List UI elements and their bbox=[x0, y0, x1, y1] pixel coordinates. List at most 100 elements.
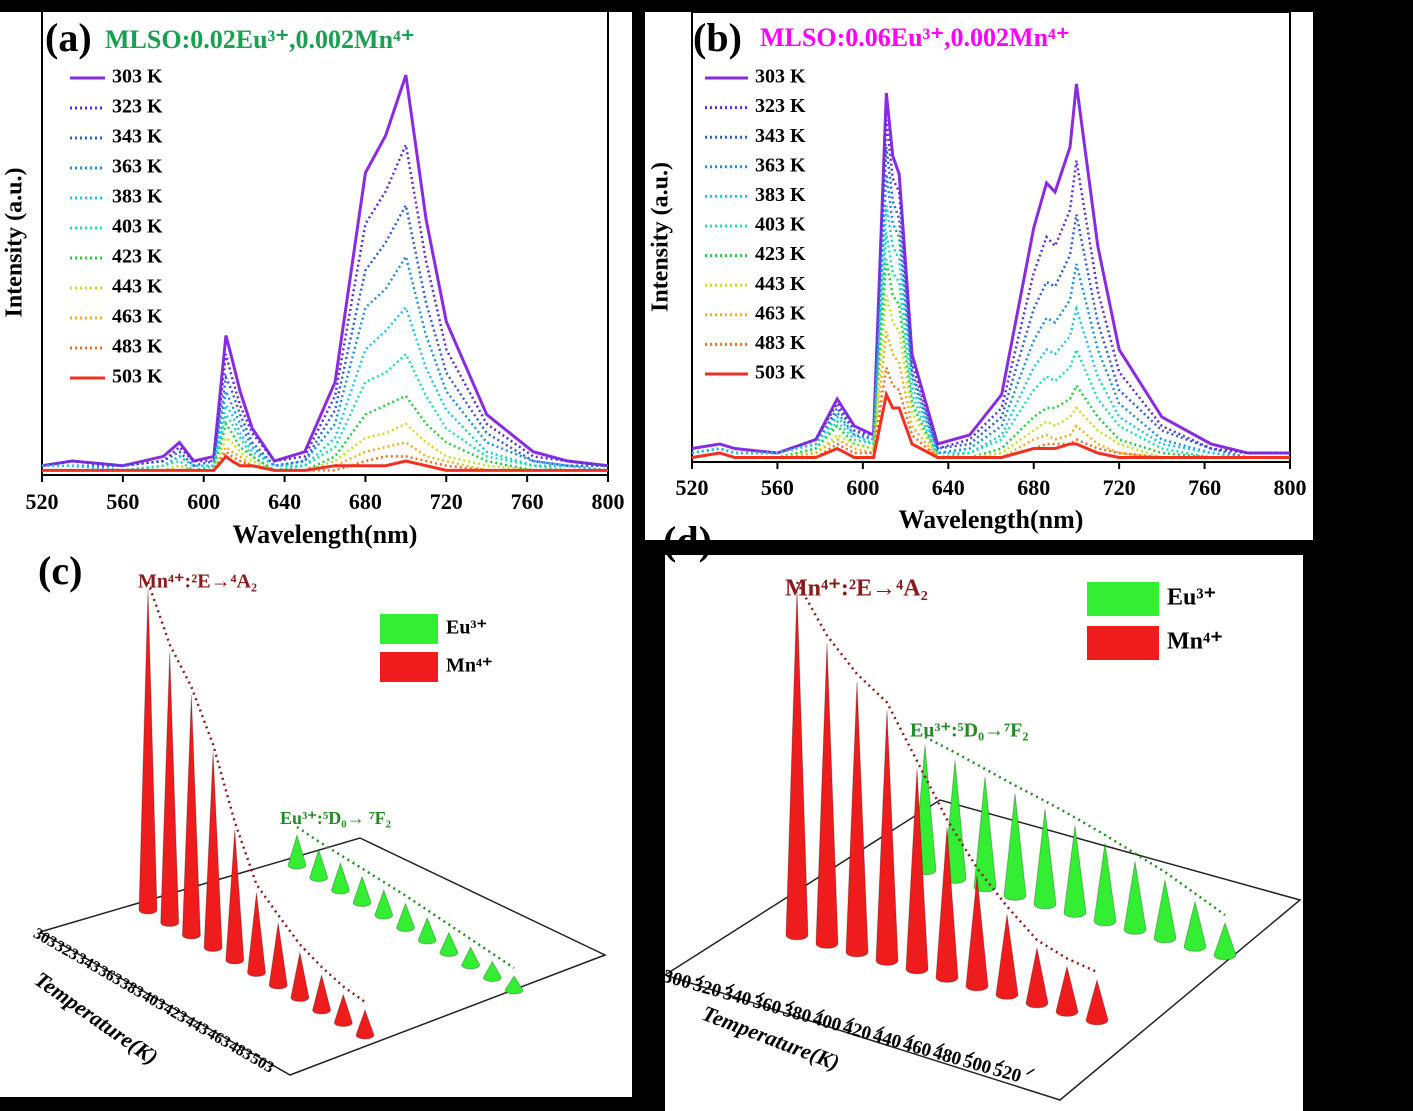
legend-label: 383 K bbox=[755, 184, 806, 206]
x-tick-label: 520 bbox=[26, 489, 59, 514]
legend-label: 383 K bbox=[112, 186, 163, 208]
x-tick-label: 680 bbox=[349, 489, 382, 514]
panel-label: (a) bbox=[45, 15, 92, 60]
cone bbox=[1085, 978, 1109, 1026]
cone bbox=[352, 874, 372, 908]
x-axis-label: Wavelength(nm) bbox=[899, 505, 1084, 534]
legend-label: 443 K bbox=[755, 273, 806, 295]
cone bbox=[1123, 861, 1147, 935]
panel-a-bg bbox=[0, 12, 632, 555]
spectrum-line bbox=[42, 305, 609, 472]
trend-dots bbox=[795, 581, 1098, 974]
panel-label: (c) bbox=[38, 548, 82, 593]
cone bbox=[1003, 793, 1027, 901]
legend-swatch bbox=[1087, 626, 1159, 660]
panel-b-bg bbox=[645, 12, 1313, 540]
x-tick bbox=[966, 1051, 975, 1058]
legend-label: 403 K bbox=[112, 216, 163, 238]
cone bbox=[1033, 808, 1057, 910]
legend-label: Eu³⁺ bbox=[1167, 585, 1216, 611]
y-axis-label: Intensity (a.u.) bbox=[2, 167, 28, 317]
cone bbox=[355, 1008, 375, 1040]
plot-frame bbox=[691, 11, 1291, 463]
cone bbox=[1183, 901, 1207, 952]
x-tick-label: 640 bbox=[932, 475, 965, 500]
cone bbox=[482, 960, 502, 983]
panel-label: (d) bbox=[663, 518, 712, 563]
legend-label: 423 K bbox=[755, 243, 806, 265]
x-tick-label: 600 bbox=[846, 475, 879, 500]
legend-label: 323 K bbox=[755, 95, 806, 117]
spectrum-line bbox=[691, 367, 1290, 459]
cone bbox=[905, 768, 929, 975]
cone bbox=[815, 643, 839, 949]
legend-label: 463 K bbox=[755, 302, 806, 324]
trend-dots bbox=[296, 825, 515, 970]
cone bbox=[160, 652, 180, 928]
cone bbox=[225, 829, 245, 965]
x-tick bbox=[876, 1026, 885, 1033]
x-tick-label: 760 bbox=[1188, 475, 1221, 500]
cone bbox=[965, 875, 989, 992]
spectrum-line bbox=[691, 83, 1290, 455]
spectrum-line bbox=[41, 140, 609, 467]
x-tick-label: 800 bbox=[1274, 475, 1307, 500]
legend-label: 343 K bbox=[755, 125, 806, 147]
spectrum-line bbox=[691, 205, 1290, 459]
spectrum-line bbox=[42, 454, 608, 472]
cone bbox=[333, 992, 353, 1028]
x-tick-label: 680 bbox=[1017, 475, 1050, 500]
legend-label: 323 K bbox=[112, 96, 163, 118]
cone bbox=[973, 776, 997, 893]
x-tick-label: 600 bbox=[187, 489, 220, 514]
cone bbox=[1055, 966, 1079, 1017]
annotation: Eu³⁺:⁵D₀→ ⁷F₂ bbox=[280, 808, 391, 828]
legend-label: 303 K bbox=[755, 66, 806, 88]
cone bbox=[309, 847, 329, 883]
legend-label: 443 K bbox=[112, 276, 163, 298]
cone bbox=[395, 902, 416, 933]
legend-label: 503 K bbox=[755, 362, 806, 384]
cone bbox=[504, 975, 524, 995]
cone bbox=[785, 589, 809, 941]
cone bbox=[268, 922, 288, 990]
legend-label: Mn⁴⁺ bbox=[446, 655, 493, 677]
cone bbox=[875, 710, 899, 966]
x-tick-label: 640 bbox=[268, 489, 301, 514]
cone bbox=[461, 945, 481, 970]
annotation: Mn⁴⁺:²E→⁴A₂ bbox=[785, 576, 928, 602]
annotation: Mn⁴⁺:²E→⁴A₂ bbox=[138, 571, 257, 593]
x-tick bbox=[786, 1000, 795, 1007]
cone bbox=[995, 914, 1019, 1000]
cone bbox=[1025, 947, 1049, 1009]
cone bbox=[330, 861, 350, 895]
legend-label: 303 K bbox=[112, 66, 163, 88]
cone bbox=[287, 833, 307, 870]
cone bbox=[290, 952, 310, 1003]
x-tick bbox=[1026, 1068, 1035, 1075]
x-tick-label: 520 bbox=[676, 475, 709, 500]
legend-swatch bbox=[380, 614, 438, 644]
panel-title: MLSO:0.06Eu³⁺,0.002Mn⁴⁺ bbox=[760, 23, 1070, 52]
legend-label: 363 K bbox=[755, 154, 806, 176]
x-tick-label: 560 bbox=[106, 489, 139, 514]
legend-label: 363 K bbox=[112, 156, 163, 178]
cone bbox=[374, 888, 394, 920]
cone bbox=[417, 916, 437, 945]
x-tick-label: 720 bbox=[1103, 475, 1136, 500]
cone bbox=[1093, 842, 1117, 927]
panel-label: (b) bbox=[693, 15, 742, 60]
cone bbox=[1063, 825, 1087, 918]
x-tick-label: 560 bbox=[761, 475, 794, 500]
cone bbox=[1213, 921, 1237, 961]
x-tick bbox=[846, 1017, 855, 1024]
spectrum-line bbox=[691, 389, 1290, 459]
cone bbox=[935, 827, 959, 983]
x-tick bbox=[726, 983, 735, 990]
x-tick-label: 800 bbox=[592, 489, 625, 514]
x-tick-label: 760 bbox=[511, 489, 544, 514]
legend-label: 463 K bbox=[112, 306, 163, 328]
legend-swatch bbox=[380, 652, 438, 682]
